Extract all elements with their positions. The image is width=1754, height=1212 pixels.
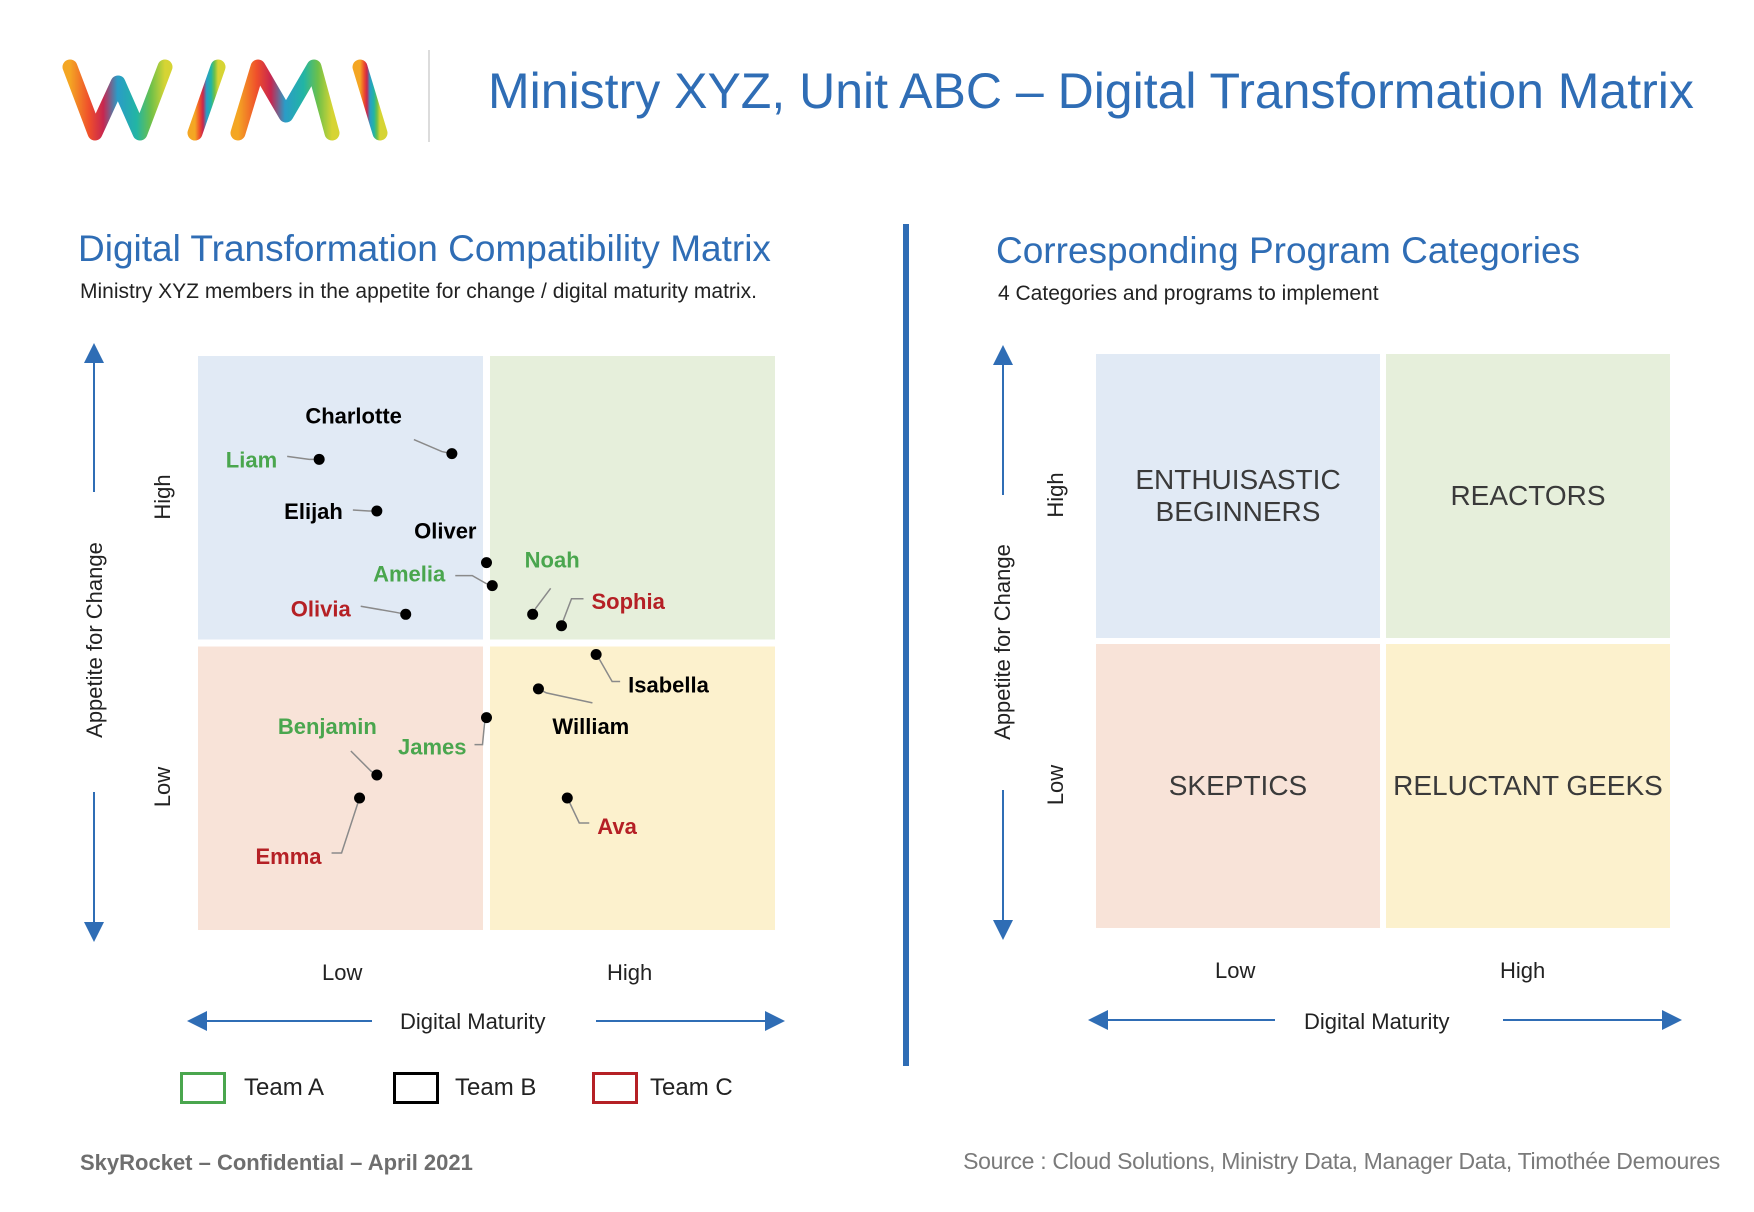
right-x-axis-label: Digital Maturity bbox=[1304, 1009, 1450, 1034]
footer-confidential: SkyRocket – Confidential – April 2021 bbox=[80, 1150, 473, 1175]
category-enthusiastic-beginners: ENTHUISASTIC BEGINNERS bbox=[1096, 354, 1380, 638]
label-amelia: Amelia bbox=[373, 562, 446, 587]
legend-team-a-label: Team A bbox=[244, 1074, 325, 1101]
label-olivia: Olivia bbox=[291, 596, 352, 621]
point-amelia bbox=[486, 580, 498, 592]
point-james bbox=[481, 712, 492, 724]
right-y-low-label: Low bbox=[1043, 764, 1068, 806]
category-skeptics: SKEPTICS bbox=[1096, 644, 1380, 928]
right-y-axis-label: Appetite for Change bbox=[990, 544, 1015, 740]
right-y-high-label: High bbox=[1043, 472, 1068, 518]
legend-team-b-swatch bbox=[393, 1072, 439, 1104]
left-section-subtitle: Ministry XYZ members in the appetite for… bbox=[80, 280, 757, 303]
point-charlotte bbox=[446, 448, 458, 460]
label-james: James bbox=[398, 735, 467, 760]
label-elijah: Elijah bbox=[284, 499, 343, 524]
quadrant-top-left bbox=[198, 356, 483, 640]
category-reluctant-geeks: RELUCTANT GEEKS bbox=[1386, 644, 1670, 928]
label-charlotte: Charlotte bbox=[305, 404, 402, 429]
point-isabella bbox=[590, 648, 602, 660]
logo-separator bbox=[428, 50, 430, 142]
right-x-high-label: High bbox=[1500, 958, 1546, 983]
point-oliver bbox=[481, 557, 492, 569]
page-title: Ministry XYZ, Unit ABC – Digital Transfo… bbox=[488, 63, 1694, 119]
point-sophia bbox=[556, 620, 568, 632]
right-x-low-label: Low bbox=[1215, 958, 1256, 983]
point-benjamin bbox=[371, 769, 383, 781]
label-emma: Emma bbox=[256, 844, 323, 869]
section-divider bbox=[903, 224, 909, 1066]
compatibility-matrix-chart: Charlotte Liam Elijah Oliver Amelia Olivia Noa… bbox=[84, 343, 785, 1031]
point-elijah bbox=[371, 505, 383, 517]
quadrant-bottom-left bbox=[198, 646, 483, 930]
right-axes-arrows bbox=[993, 345, 1682, 1030]
wimi-logo bbox=[62, 59, 388, 141]
legend-team-c-swatch bbox=[592, 1072, 638, 1104]
label-liam: Liam bbox=[226, 447, 277, 472]
legend-team-a-swatch bbox=[180, 1072, 226, 1104]
label-sophia: Sophia bbox=[592, 589, 666, 614]
label-isabella: Isabella bbox=[628, 672, 709, 697]
label-oliver: Oliver bbox=[414, 519, 477, 544]
point-liam bbox=[313, 453, 325, 465]
legend-team-b-label: Team B bbox=[455, 1074, 537, 1101]
point-emma bbox=[354, 792, 366, 804]
point-noah bbox=[527, 608, 539, 620]
label-ava: Ava bbox=[597, 814, 637, 839]
right-section-title: Corresponding Program Categories bbox=[996, 230, 1581, 271]
quadrant-top-right bbox=[490, 356, 775, 640]
right-section-subtitle: 4 Categories and programs to implement bbox=[998, 282, 1379, 305]
left-x-high-label: High bbox=[607, 960, 653, 985]
label-william: William bbox=[552, 714, 629, 739]
left-section-title: Digital Transformation Compatibility Mat… bbox=[78, 228, 771, 269]
label-benjamin: Benjamin bbox=[278, 714, 377, 739]
label-noah: Noah bbox=[525, 547, 580, 572]
left-x-low-label: Low bbox=[322, 960, 363, 985]
point-william bbox=[532, 683, 544, 695]
point-olivia bbox=[400, 608, 412, 620]
point-ava bbox=[561, 792, 573, 804]
legend-team-c-label: Team C bbox=[650, 1074, 733, 1101]
left-x-axis-label: Digital Maturity bbox=[400, 1009, 546, 1034]
footer-source: Source : Cloud Solutions, Ministry Data,… bbox=[963, 1148, 1720, 1174]
category-reactors: REACTORS bbox=[1386, 354, 1670, 638]
